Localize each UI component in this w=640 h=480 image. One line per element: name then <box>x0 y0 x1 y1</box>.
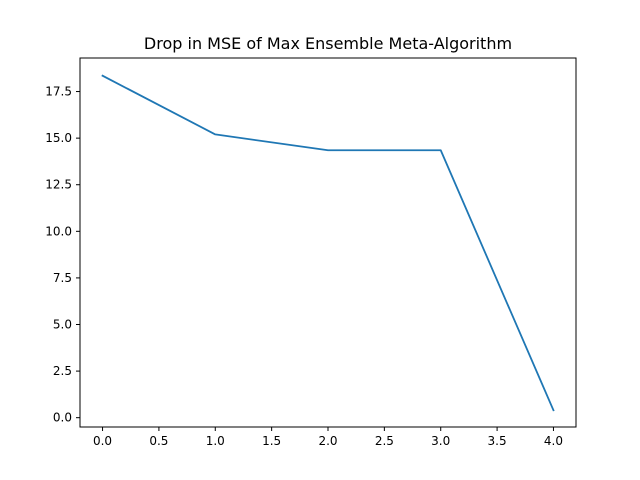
x-tick-label: 2.0 <box>318 434 337 448</box>
x-tick-label: 0.5 <box>149 434 168 448</box>
x-axis: 0.0 0.5 1.0 1.5 2.0 2.5 3.0 3.5 4.0 <box>93 427 563 448</box>
plot-area <box>79 57 577 428</box>
x-tick-label: 4.0 <box>544 434 563 448</box>
x-tick-label: 2.5 <box>375 434 394 448</box>
x-tick-label: 1.5 <box>262 434 281 448</box>
y-tick-label: 17.5 <box>45 85 72 99</box>
y-tick-label: 2.5 <box>53 364 72 378</box>
series-line <box>101 74 555 412</box>
y-tick-label: 0.0 <box>53 411 72 425</box>
series-layer <box>101 74 555 412</box>
y-tick-label: 5.0 <box>53 318 72 332</box>
y-tick-label: 15.0 <box>45 131 72 145</box>
x-tick-label: 0.0 <box>93 434 112 448</box>
y-tick-label: 7.5 <box>53 271 72 285</box>
y-axis: 0.0 2.5 5.0 7.5 10.0 12.5 15.0 17.5 <box>45 85 80 425</box>
chart-title: Drop in MSE of Max Ensemble Meta-Algorit… <box>144 34 512 53</box>
y-tick-label: 12.5 <box>45 178 72 192</box>
x-tick-label: 3.5 <box>488 434 507 448</box>
x-tick-label: 1.0 <box>206 434 225 448</box>
y-tick-label: 10.0 <box>45 224 72 238</box>
x-tick-label: 3.0 <box>431 434 450 448</box>
